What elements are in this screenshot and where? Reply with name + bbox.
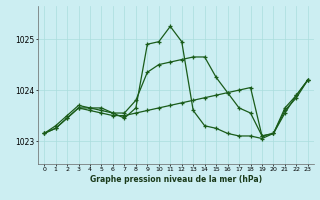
X-axis label: Graphe pression niveau de la mer (hPa): Graphe pression niveau de la mer (hPa) [90,175,262,184]
